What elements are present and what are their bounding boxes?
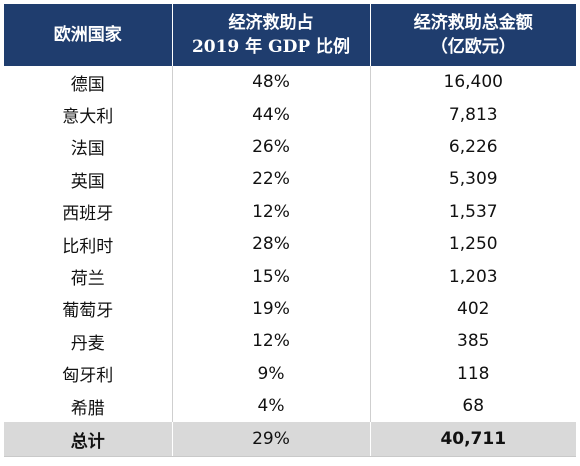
gdp-ratio-cell: 19% bbox=[172, 292, 371, 326]
table-row: 荷兰 15% 1,203 bbox=[4, 260, 576, 293]
country-cell: 德国 bbox=[4, 66, 173, 99]
amount-cell: 1,250 bbox=[448, 234, 498, 255]
total-row: 总计 29% 40,711 bbox=[4, 422, 576, 458]
gdp-ratio-cell: 12% bbox=[172, 195, 371, 228]
gdp-ratio-cell: 4% bbox=[172, 389, 371, 423]
table-row: 英国 22% 5,309 bbox=[4, 163, 576, 196]
total-label: 总计 bbox=[4, 422, 173, 458]
amount-cell: 5,309 bbox=[448, 169, 498, 190]
gdp-ratio-cell: 12% bbox=[172, 325, 371, 358]
country-cell: 希腊 bbox=[4, 389, 173, 423]
table-row: 比利时 28% 1,250 bbox=[4, 227, 576, 261]
gdp-ratio-cell: 48% bbox=[172, 66, 371, 99]
amount-cell: 1,203 bbox=[448, 266, 498, 287]
country-cell: 匈牙利 bbox=[4, 357, 173, 390]
country-cell: 法国 bbox=[4, 130, 173, 164]
total-amount: 40,711 bbox=[370, 422, 576, 458]
gdp-ratio-cell: 44% bbox=[172, 98, 371, 131]
table-row: 葡萄牙 19% 402 bbox=[4, 292, 576, 326]
header-total-amount-line2: （亿欧元） bbox=[430, 37, 516, 57]
amount-cell: 68 bbox=[462, 396, 485, 417]
gdp-ratio-cell: 26% bbox=[172, 130, 371, 164]
header-total-amount: 经济救助总金额 （亿欧元） bbox=[370, 4, 576, 66]
country-cell: 荷兰 bbox=[4, 260, 173, 293]
header-gdp-ratio-line2: 2019 年 GDP 比例 bbox=[191, 37, 351, 57]
amount-cell: 16,400 bbox=[443, 72, 503, 93]
table-row: 希腊 4% 68 bbox=[4, 389, 576, 423]
amount-cell: 1,537 bbox=[448, 201, 498, 222]
gdp-ratio-cell: 28% bbox=[172, 227, 371, 261]
header-row: 欧洲国家 经济救助占 2019 年 GDP 比例 经济救助总金额 （亿欧元） bbox=[4, 4, 576, 66]
table-row: 匈牙利 9% 118 bbox=[4, 357, 576, 390]
total-gdp-ratio: 29% bbox=[172, 422, 371, 458]
gdp-ratio-cell: 22% bbox=[172, 163, 371, 196]
table-row: 法国 26% 6,226 bbox=[4, 130, 576, 164]
table-row: 德国 48% 16,400 bbox=[4, 66, 576, 99]
gdp-ratio-cell: 9% bbox=[172, 357, 371, 390]
country-cell: 比利时 bbox=[4, 227, 173, 261]
header-gdp-ratio: 经济救助占 2019 年 GDP 比例 bbox=[172, 4, 371, 66]
amount-cell: 385 bbox=[457, 331, 490, 352]
table-row: 丹麦 12% 385 bbox=[4, 325, 576, 358]
country-cell: 西班牙 bbox=[4, 195, 173, 228]
table-row: 西班牙 12% 1,537 bbox=[4, 195, 576, 228]
amount-cell: 118 bbox=[457, 363, 490, 384]
country-cell: 英国 bbox=[4, 163, 173, 196]
header-total-amount-line1: 经济救助总金额 bbox=[413, 13, 533, 33]
amount-cell: 6,226 bbox=[448, 136, 498, 157]
header-country-label: 欧洲国家 bbox=[53, 25, 122, 45]
table-row: 意大利 44% 7,813 bbox=[4, 98, 576, 131]
aid-table: 欧洲国家 经济救助占 2019 年 GDP 比例 经济救助总金额 （亿欧元） 德… bbox=[4, 4, 576, 458]
amount-cell: 7,813 bbox=[448, 104, 498, 125]
amount-cell: 402 bbox=[457, 298, 490, 319]
header-gdp-ratio-line1: 经济救助占 bbox=[228, 13, 314, 33]
gdp-ratio-cell: 15% bbox=[172, 260, 371, 293]
country-cell: 丹麦 bbox=[4, 325, 173, 358]
country-cell: 葡萄牙 bbox=[4, 292, 173, 326]
header-country: 欧洲国家 bbox=[4, 4, 173, 66]
country-cell: 意大利 bbox=[4, 98, 173, 131]
